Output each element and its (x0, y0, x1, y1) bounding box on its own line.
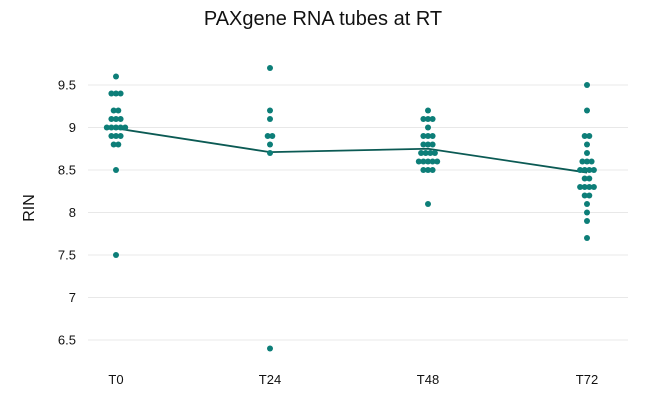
x-tick-label: T0 (108, 372, 123, 387)
data-point (420, 158, 427, 165)
data-point (420, 133, 427, 139)
data-point (108, 124, 115, 131)
data-point (584, 235, 590, 241)
data-point (429, 116, 436, 122)
data-point (267, 116, 273, 122)
data-point (110, 141, 117, 148)
data-point (584, 150, 590, 156)
mean-line (115, 127, 588, 174)
data-point (113, 133, 119, 139)
data-point (429, 133, 436, 139)
data-point (425, 133, 431, 139)
y-tick-label: 8 (69, 205, 76, 220)
data-point (581, 133, 588, 139)
data-point (581, 167, 588, 173)
data-point (588, 158, 595, 165)
data-point (267, 107, 273, 114)
data-point (420, 116, 427, 122)
data-point (115, 141, 122, 148)
x-tick-label: T72 (576, 372, 598, 387)
y-tick-label: 8.5 (58, 163, 76, 178)
y-tick-label: 9 (69, 120, 76, 135)
data-point (429, 167, 436, 173)
data-point (581, 175, 588, 182)
data-point (418, 150, 425, 156)
y-tick-label: 7.5 (58, 248, 76, 263)
data-point (267, 141, 273, 148)
data-point (425, 141, 431, 148)
data-point (267, 65, 273, 71)
data-point (584, 82, 590, 88)
data-point (427, 150, 434, 156)
data-point (429, 141, 436, 148)
points-layer (103, 65, 597, 352)
data-point (117, 90, 124, 97)
data-point (425, 201, 431, 207)
data-point (110, 107, 117, 114)
data-point (422, 150, 429, 156)
data-point (108, 90, 115, 97)
data-point (103, 124, 110, 131)
data-point (586, 184, 593, 190)
data-point (590, 184, 597, 190)
x-tick-label: T24 (259, 372, 281, 387)
y-axis-label: RIN (21, 194, 38, 222)
data-point (434, 158, 441, 165)
y-tick-label: 9.5 (58, 78, 76, 93)
data-point (586, 192, 593, 199)
data-point (117, 116, 124, 122)
data-point (267, 345, 273, 352)
data-point (577, 167, 584, 173)
data-point (113, 167, 119, 173)
data-point (122, 124, 129, 131)
data-point (431, 150, 438, 156)
x-tick-label: T48 (417, 372, 439, 387)
data-point (420, 141, 427, 148)
data-point (584, 141, 590, 148)
data-point (115, 107, 122, 114)
x-tick-labels: T0 T24 T48 T72 (108, 372, 598, 387)
data-point (420, 167, 427, 173)
data-point (425, 124, 431, 131)
data-point (590, 167, 597, 173)
data-point (108, 133, 115, 139)
data-point (584, 209, 590, 216)
data-point (113, 252, 119, 258)
y-tick-label: 6.5 (58, 333, 76, 348)
chart-title: PAXgene RNA tubes at RT (204, 8, 442, 30)
data-point (415, 158, 422, 165)
data-point (425, 107, 431, 114)
data-point (581, 192, 588, 199)
data-point (586, 133, 593, 139)
y-tick-labels: 6.5 7 7.5 8 8.5 9 9.5 (58, 78, 76, 348)
data-point (577, 184, 584, 190)
data-point (113, 124, 119, 131)
data-point (425, 167, 431, 173)
data-point (113, 90, 119, 97)
data-point (584, 218, 590, 224)
data-point (579, 158, 586, 165)
data-point (425, 158, 431, 165)
data-point (108, 116, 115, 122)
data-point (584, 158, 590, 165)
data-point (586, 175, 593, 182)
data-point (584, 201, 590, 207)
data-point (429, 158, 436, 165)
data-point (117, 124, 124, 131)
mean-line-layer (115, 127, 588, 174)
data-point (267, 150, 273, 156)
data-point (264, 133, 271, 139)
data-point (586, 167, 593, 173)
y-tick-label: 7 (69, 290, 76, 305)
data-point (581, 184, 588, 190)
data-point (584, 107, 590, 114)
data-point (113, 73, 119, 80)
grid (88, 84, 628, 341)
data-point (425, 116, 431, 122)
data-point (269, 133, 276, 139)
data-point (113, 116, 119, 122)
data-point (117, 133, 124, 139)
